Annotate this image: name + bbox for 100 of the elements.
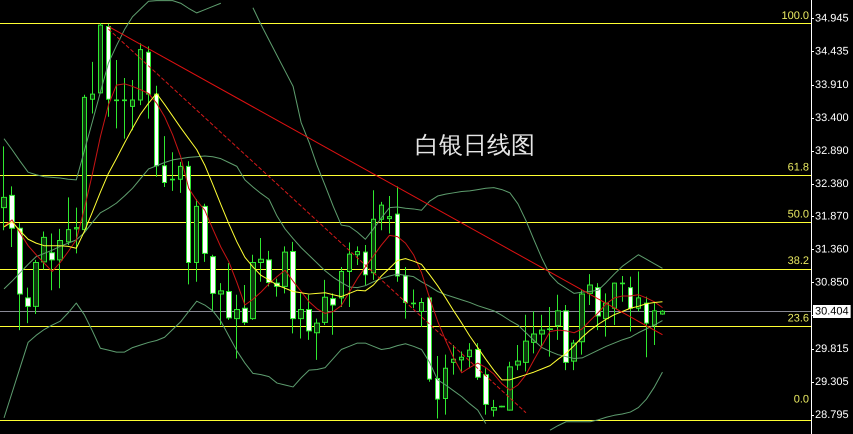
candlestick [98, 22, 103, 94]
candlestick [146, 46, 151, 120]
y-tick-label: 31.360 [815, 244, 849, 256]
candlestick [515, 344, 521, 371]
candlestick [587, 274, 593, 306]
candlestick [258, 237, 264, 282]
candlestick [403, 266, 408, 320]
y-tick-label: 34.945 [815, 12, 849, 24]
candlestick [539, 314, 545, 349]
candlestick [435, 355, 440, 420]
candlestick [459, 350, 464, 372]
y-tick-label: 29.815 [815, 343, 849, 356]
candlestick [387, 196, 392, 234]
candlestick [355, 246, 360, 266]
candlestick [298, 292, 304, 340]
candlestick [138, 42, 143, 106]
candlestick [547, 306, 553, 358]
candlestick [620, 276, 625, 302]
candlestick [411, 289, 416, 309]
candlestick [427, 296, 432, 382]
candlestick [499, 405, 505, 408]
candlestick [162, 136, 167, 188]
candlestick [563, 304, 569, 371]
y-tick-label: 29.305 [815, 376, 849, 388]
candlestick [194, 198, 199, 282]
candlestick [467, 342, 472, 369]
candlestick [579, 290, 585, 356]
candlestick [628, 276, 633, 332]
candlestick [282, 246, 288, 294]
candlestick [57, 228, 63, 289]
candlestick [483, 368, 489, 416]
candlestick [82, 94, 87, 231]
annotation: 23.6 [788, 312, 809, 325]
candlestick [322, 279, 328, 326]
candlestick [507, 361, 513, 412]
candlestick [395, 186, 400, 282]
candlestick [25, 287, 31, 324]
candlestick [114, 59, 119, 129]
candlestick [66, 196, 71, 246]
candlestick [202, 203, 208, 262]
candlestick [347, 242, 352, 308]
y-tick-label: 33.400 [815, 112, 849, 124]
candlestick [74, 207, 79, 254]
candlestick [419, 297, 424, 328]
candlestick [443, 354, 448, 416]
candlestick [242, 284, 248, 326]
y-tick-label: 34.435 [815, 45, 849, 58]
candlestick [491, 399, 497, 418]
line-series [4, 156, 663, 360]
candlestick [33, 259, 39, 315]
candlestick [555, 294, 561, 340]
candlestick [652, 302, 657, 346]
y-tick-label: 30.850 [815, 276, 849, 288]
candlestick [330, 292, 336, 336]
annotation: 38.2 [788, 255, 809, 268]
candlestick [266, 250, 272, 287]
candlestick [122, 78, 127, 140]
candlestick [234, 294, 240, 360]
candlestick [379, 201, 384, 231]
y-tick-label: 32.380 [815, 178, 849, 190]
y-tick-label: 31.870 [815, 210, 849, 223]
candlestick [451, 344, 456, 376]
annotation: 50.0 [788, 208, 809, 221]
candlestick [130, 79, 135, 131]
ref-line-label: 30.404 [815, 305, 849, 318]
candlestick [218, 282, 224, 326]
candlestick [178, 161, 183, 194]
candlestick [475, 342, 481, 380]
candlestick [531, 310, 537, 354]
y-tick-label: 32.890 [815, 144, 849, 157]
y-tick-label: 28.795 [815, 408, 849, 421]
candlestick [106, 23, 111, 118]
candlestick [9, 186, 15, 248]
candlestick [314, 318, 320, 360]
candlestick [523, 314, 529, 372]
annotation: 61.8 [788, 162, 809, 174]
candlestick [49, 232, 55, 291]
y-tick-label: 33.910 [815, 79, 849, 92]
candlestick [603, 292, 609, 338]
annotation: 0.0 [794, 394, 809, 406]
text: 白银日线图 [415, 131, 535, 159]
candlestick [1, 146, 7, 231]
candlestick [339, 266, 344, 308]
candlestick [290, 241, 296, 334]
candlestick [644, 296, 649, 358]
candlestick [612, 282, 617, 326]
candlestick [17, 222, 23, 331]
candlestick [660, 310, 665, 316]
candlestick [210, 254, 216, 312]
candlestick [186, 160, 191, 285]
candlestick [250, 254, 256, 320]
candlestick [363, 244, 368, 286]
candlestick [306, 294, 312, 340]
candlestick [170, 152, 175, 192]
candlestick [226, 262, 232, 320]
annotation: 100.0 [781, 10, 809, 22]
candlestick [41, 231, 47, 270]
candlestick [636, 270, 641, 312]
candlestick [154, 85, 159, 178]
candlestick [90, 61, 95, 114]
